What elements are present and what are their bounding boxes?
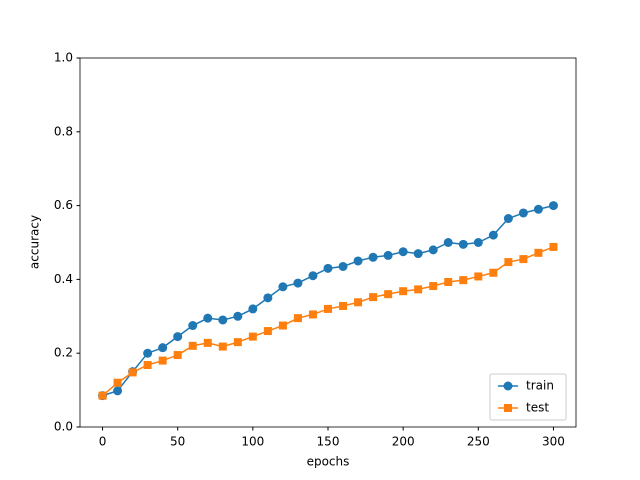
marker xyxy=(173,332,183,342)
marker xyxy=(158,356,167,365)
marker xyxy=(383,250,393,260)
marker xyxy=(443,238,453,247)
marker xyxy=(413,249,423,259)
marker xyxy=(488,230,498,240)
y-tick-label: 1.0 xyxy=(54,51,73,65)
marker xyxy=(308,271,318,281)
marker xyxy=(428,245,438,255)
y-axis-label: accuracy xyxy=(28,215,42,269)
plot-frame xyxy=(79,57,577,428)
marker xyxy=(474,272,483,281)
marker xyxy=(278,282,288,292)
marker xyxy=(263,293,273,303)
y-tick-label: 0.8 xyxy=(54,124,73,138)
x-tick-label: 0 xyxy=(99,435,107,449)
x-tick-label: 300 xyxy=(542,435,565,449)
legend-label: train xyxy=(526,379,554,393)
y-tick-label: 0.2 xyxy=(54,346,73,360)
marker xyxy=(188,321,198,331)
x-tick-label: 50 xyxy=(170,435,185,449)
marker xyxy=(308,310,317,319)
marker xyxy=(293,278,303,288)
marker xyxy=(248,304,258,314)
marker xyxy=(113,386,123,396)
marker xyxy=(173,351,182,360)
marker xyxy=(323,263,333,273)
marker xyxy=(263,327,272,336)
marker xyxy=(143,348,153,358)
y-tick-label: 0.6 xyxy=(54,198,73,212)
marker xyxy=(519,255,528,264)
marker xyxy=(143,361,152,370)
marker xyxy=(233,338,242,347)
x-tick-label: 100 xyxy=(241,435,264,449)
y-tick-label: 0.4 xyxy=(54,272,73,286)
marker xyxy=(278,321,287,330)
marker xyxy=(293,314,302,323)
marker xyxy=(233,311,243,321)
marker xyxy=(459,276,468,285)
marker xyxy=(489,268,498,277)
x-tick-label: 250 xyxy=(467,435,490,449)
marker xyxy=(324,304,332,313)
marker xyxy=(398,247,408,257)
marker xyxy=(549,242,558,251)
marker xyxy=(368,252,378,262)
marker xyxy=(414,285,423,294)
marker xyxy=(518,208,528,218)
marker xyxy=(158,343,168,353)
marker xyxy=(338,261,348,271)
marker xyxy=(504,404,512,412)
marker xyxy=(188,341,197,350)
marker xyxy=(218,315,228,325)
marker xyxy=(503,214,513,224)
marker xyxy=(533,204,543,214)
marker xyxy=(429,282,438,291)
marker xyxy=(218,342,227,351)
marker xyxy=(203,313,213,323)
x-tick-label: 150 xyxy=(317,435,340,449)
marker xyxy=(248,332,257,341)
marker xyxy=(128,368,137,377)
marker xyxy=(353,256,363,266)
marker xyxy=(98,391,107,400)
marker xyxy=(369,293,378,302)
marker xyxy=(458,239,468,249)
marker xyxy=(399,287,408,296)
marker xyxy=(203,338,212,347)
marker xyxy=(503,381,513,391)
marker xyxy=(473,238,483,247)
x-tick-label: 200 xyxy=(392,435,415,449)
marker xyxy=(384,290,393,299)
y-tick-label: 0.0 xyxy=(54,420,73,434)
marker xyxy=(534,248,543,257)
marker xyxy=(444,277,453,286)
marker xyxy=(113,378,122,387)
marker xyxy=(339,301,348,310)
legend-label: test xyxy=(526,401,549,415)
marker xyxy=(548,201,558,211)
marker xyxy=(504,258,513,267)
marker xyxy=(354,298,363,307)
x-axis-label: epochs xyxy=(307,455,350,469)
